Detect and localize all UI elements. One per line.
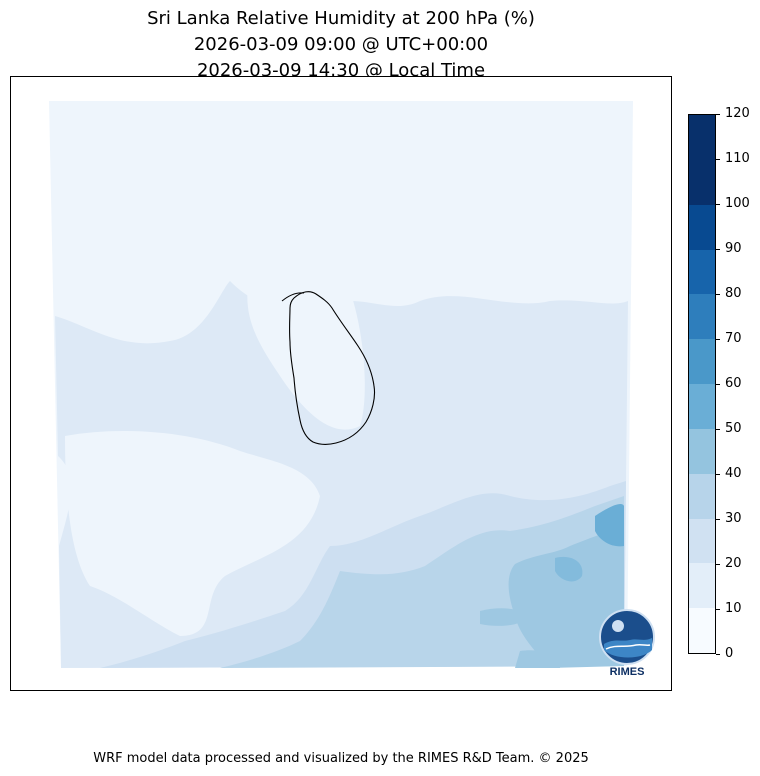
- colorbar-tick-label: 10: [716, 602, 742, 616]
- title-line-1: Sri Lanka Relative Humidity at 200 hPa (…: [147, 8, 535, 29]
- colorbar-tick-label: 100: [716, 197, 750, 211]
- chart-title: Sri Lanka Relative Humidity at 200 hPa (…: [0, 6, 682, 84]
- contour-light-hole-1: [65, 431, 320, 636]
- sri-lanka-coastline: [289, 291, 376, 445]
- footer-credit: WRF model data processed and visualized …: [93, 751, 589, 766]
- colorbar-tick-label: 60: [716, 377, 742, 391]
- contour-40-50-a: [508, 526, 624, 668]
- colorbar-segment: [689, 518, 715, 564]
- colorbar-tick-label: 90: [716, 242, 742, 256]
- rimes-logo-text: RIMES: [609, 666, 645, 678]
- colorbar-tick-label: 80: [716, 287, 742, 301]
- colorbar-segment: [689, 204, 715, 250]
- colorbar-tick-label: 20: [716, 557, 742, 571]
- colorbar-tick-label: 30: [716, 512, 742, 526]
- colorbar-tick-label: 70: [716, 332, 742, 346]
- colorbar-segment: [689, 473, 715, 519]
- humidity-map: [49, 101, 633, 668]
- colorbar-tick-label: 40: [716, 467, 742, 481]
- colorbar-tick-label: 120: [716, 107, 750, 121]
- jaffna-peninsula: [281, 292, 305, 302]
- colorbar-segment: [689, 608, 715, 653]
- colorbar-segment: [689, 159, 715, 205]
- colorbar-segment: [689, 339, 715, 384]
- colorbar-segment: [689, 249, 715, 295]
- contour-40-50-b: [480, 608, 528, 626]
- colorbar-segment: [689, 114, 715, 160]
- contour-40-50-c: [515, 650, 560, 668]
- colorbar-ticks: 0 10 20 30 40 50 60 70 80 90 100 110 120: [716, 107, 760, 661]
- colorbar-segment: [689, 563, 715, 609]
- title-line-2: 2026-03-09 09:00 @ UTC+00:00: [193, 34, 489, 55]
- contour-50-60-a: [595, 504, 624, 547]
- colorbar-tick-label: 0: [716, 647, 733, 661]
- contour-50-60-b: [555, 556, 583, 582]
- contour-light-hole-2: [247, 266, 365, 430]
- colorbar-segment: [689, 383, 715, 429]
- colorbar-tick-label: 50: [716, 422, 742, 436]
- title-line-3: 2026-03-09 14:30 @ Local Time: [196, 60, 486, 81]
- rimes-emblem-icon: [599, 609, 655, 665]
- colorbar-tick-label: 110: [716, 152, 750, 166]
- colorbar-segment: [689, 294, 715, 340]
- colorbar: [688, 114, 716, 654]
- rimes-logo: RIMES: [596, 608, 658, 678]
- colorbar-segment: [689, 428, 715, 474]
